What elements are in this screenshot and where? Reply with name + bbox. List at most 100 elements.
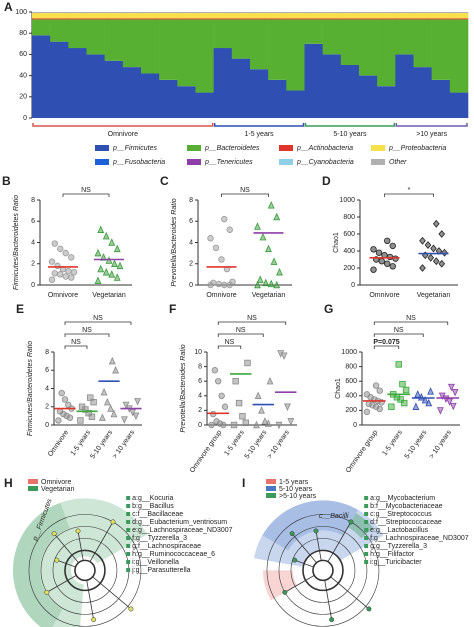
taxon-label: c:f__Bacillaceae [132, 511, 183, 518]
bar-segment [86, 12, 105, 14]
data-point [389, 263, 396, 270]
data-point [239, 413, 246, 420]
data-point [275, 421, 283, 430]
bar-segment [231, 12, 251, 14]
data-point [65, 401, 72, 409]
data-point [402, 386, 410, 394]
y-tick-label: 800 [345, 363, 357, 370]
bar-segment [340, 12, 360, 14]
data-point [211, 367, 219, 374]
bar-segment [413, 18, 432, 20]
y-tick-label: 6 [45, 367, 49, 374]
bar-segment [122, 12, 142, 14]
bar-segment [286, 18, 305, 20]
bar-segment [286, 12, 305, 14]
bar-segment [322, 12, 342, 14]
cladogram-ring [290, 538, 356, 603]
significance-label: NS [82, 327, 92, 334]
label-swatch [364, 536, 369, 540]
cladogram-node [348, 519, 354, 525]
data-point [365, 400, 372, 408]
data-point [254, 222, 261, 230]
data-point [116, 261, 124, 270]
data-point [102, 267, 110, 276]
x-tick-label: 5-10 years [404, 429, 429, 461]
legend-label: p__Tenericutes [204, 159, 253, 166]
data-point [107, 404, 115, 412]
bar-segment [141, 12, 160, 14]
x-tick-label: Omnivore group [189, 429, 224, 474]
legend-swatch [266, 486, 276, 491]
x-tick-label: 5-10 years [244, 429, 269, 461]
data-point [210, 279, 217, 287]
data-point [61, 396, 69, 403]
bar-segment [159, 19, 178, 80]
legend-swatch [266, 493, 276, 498]
cladogram-ring [312, 559, 334, 582]
significance-label: NS [236, 327, 246, 334]
significance-label: NS [394, 327, 404, 334]
cladogram-branch [327, 521, 352, 562]
bar-segment [268, 79, 287, 118]
bar-segment [213, 13, 233, 19]
taxon-label: h:g__Filifactor [370, 551, 415, 558]
data-point [370, 246, 377, 253]
taxon-label: g:f__Lachnospiraceae [132, 543, 201, 550]
taxon-label: f:g__Tyzzerella_3 [132, 535, 187, 542]
bar-segment [213, 18, 233, 20]
cladogram-ring [64, 549, 106, 592]
bar-segment [50, 41, 69, 118]
bar-segment [68, 18, 87, 20]
bar-segment [32, 12, 51, 14]
data-point [78, 403, 86, 410]
panel-title: G [324, 302, 333, 316]
bar-segment [322, 13, 342, 19]
data-point [105, 256, 113, 264]
significance-label: NS [81, 187, 91, 194]
y-axis-label: Prevotella/Bacteroides Ratio [171, 198, 178, 286]
cladogram-ring [28, 514, 142, 627]
bar-segment [68, 13, 87, 19]
y-tick-label: 0 [23, 115, 27, 122]
data-point [451, 388, 459, 397]
taxon-label: a:g__Mycobacterium [370, 495, 435, 502]
y-tick-label: 40 [19, 72, 27, 79]
data-point [273, 280, 281, 289]
bar-segment [431, 18, 451, 20]
significance-bracket [217, 321, 287, 325]
data-point [242, 419, 250, 427]
significance-label: NS [71, 339, 81, 346]
data-point [386, 253, 394, 261]
bar-segment [304, 43, 323, 118]
data-point [430, 244, 437, 253]
bar-segment [340, 65, 360, 118]
x-tick-label: Omnivore [206, 292, 236, 299]
bar-segment [377, 18, 396, 20]
data-point [284, 403, 291, 412]
bar-segment [304, 12, 323, 14]
data-point [399, 380, 406, 388]
data-point [261, 417, 269, 425]
data-point [108, 270, 116, 278]
significance-bracket [373, 345, 400, 349]
bar-segment [68, 19, 87, 49]
data-point [218, 256, 225, 263]
data-point [88, 413, 96, 420]
data-point [87, 394, 94, 401]
label-swatch [126, 568, 131, 572]
significance-bracket [373, 333, 424, 337]
bar-segment [213, 12, 233, 14]
bar-segment [286, 90, 305, 118]
legend-swatch [95, 159, 109, 165]
panel-title: C [160, 174, 169, 188]
y-axis-label: Prevotella/Bacteroides Ratio [180, 344, 187, 432]
significance-bracket [217, 333, 264, 337]
bar-segment [377, 12, 396, 14]
legend-swatch [279, 159, 293, 165]
bar-segment [395, 19, 414, 55]
data-point [215, 378, 222, 385]
legend-label: Other [389, 159, 407, 166]
taxon-label: f:g__Lachnospiraceae_ND3007 [370, 535, 469, 542]
y-tick-label: 8 [198, 363, 202, 370]
data-point [57, 245, 64, 253]
